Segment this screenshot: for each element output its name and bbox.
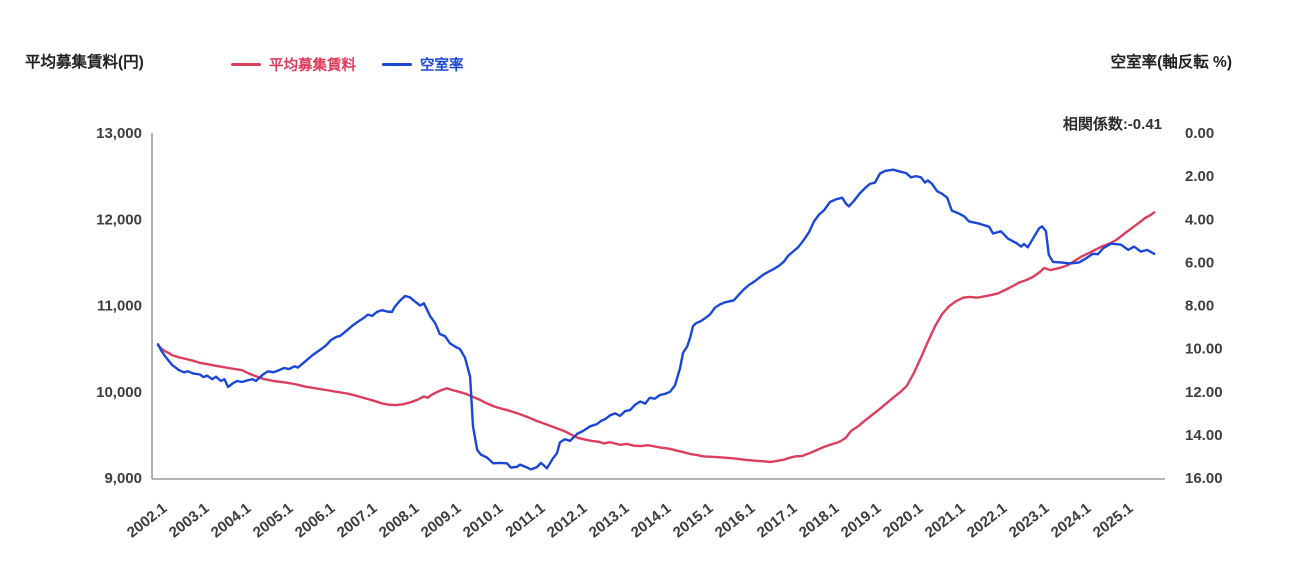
x-axis-tick-label: 2018.1 bbox=[796, 500, 843, 542]
x-axis-tick-label: 2009.1 bbox=[418, 500, 465, 542]
x-axis-tick-label: 2024.1 bbox=[1048, 500, 1095, 542]
right-axis-tick-label: 4.00 bbox=[1185, 211, 1214, 228]
x-axis-tick-label: 2017.1 bbox=[754, 500, 801, 542]
x-axis-tick-label: 2019.1 bbox=[838, 500, 885, 542]
right-axis-tick-label: 2.00 bbox=[1185, 168, 1214, 185]
right-axis-tick-label: 12.00 bbox=[1185, 384, 1223, 401]
x-axis-tick-label: 2013.1 bbox=[586, 500, 633, 542]
vacancy-legend-label: 空室率 bbox=[420, 58, 464, 74]
rent-line bbox=[156, 211, 1156, 464]
x-axis-tick-label: 2016.1 bbox=[712, 500, 759, 542]
right-axis-tick-label: 6.00 bbox=[1185, 254, 1214, 271]
x-axis-tick-label: 2006.1 bbox=[292, 500, 339, 542]
x-axis-tick-label: 2015.1 bbox=[670, 500, 717, 542]
left-axis-tick-label: 11,000 bbox=[97, 298, 142, 315]
left-axis-tick-label: 9,000 bbox=[104, 470, 142, 487]
right-axis-tick-label: 0.00 bbox=[1185, 125, 1214, 142]
legend-item-rent: 平均募集賃料 bbox=[231, 54, 356, 75]
x-axis-tick-label: 2005.1 bbox=[250, 500, 297, 542]
correlation-annotation: 相関係数:-0.41 bbox=[1062, 116, 1162, 133]
right-axis-tick-label: 14.00 bbox=[1185, 427, 1223, 444]
right-axis-tick-label: 16.00 bbox=[1185, 470, 1223, 487]
left-axis-title: 平均募集賃料(円) bbox=[25, 54, 144, 71]
left-axis-tick-label: 10,000 bbox=[96, 384, 142, 401]
x-axis-tick-label: 2008.1 bbox=[376, 500, 423, 542]
x-axis-tick-label: 2007.1 bbox=[334, 500, 381, 542]
vacancy-line bbox=[156, 168, 1156, 471]
x-axis-tick-label: 2011.1 bbox=[502, 500, 548, 541]
legend-item-vacancy: 空室率 bbox=[382, 54, 464, 75]
x-axis-tick-label: 2010.1 bbox=[460, 500, 507, 542]
left-axis-tick-label: 13,000 bbox=[96, 125, 142, 142]
rent-line-swatch-icon bbox=[231, 63, 261, 66]
x-axis-tick-label: 2025.1 bbox=[1090, 500, 1137, 542]
x-axis-tick-label: 2002.1 bbox=[124, 500, 171, 542]
x-axis-tick-label: 2020.1 bbox=[880, 500, 927, 542]
right-axis-tick-label: 10.00 bbox=[1185, 341, 1223, 358]
rent-legend-label: 平均募集賃料 bbox=[269, 58, 356, 74]
x-axis-tick-label: 2014.1 bbox=[628, 500, 675, 542]
right-axis-tick-label: 8.00 bbox=[1185, 298, 1214, 315]
x-axis-tick-label: 2012.1 bbox=[544, 500, 591, 542]
legend: 平均募集賃料 空室率 bbox=[231, 54, 464, 75]
x-axis-tick-label: 2023.1 bbox=[1006, 500, 1053, 542]
left-axis-tick-label: 12,000 bbox=[96, 211, 142, 228]
x-axis-tick-label: 2022.1 bbox=[964, 500, 1011, 542]
right-axis-title: 空室率(軸反転 %) bbox=[1110, 54, 1232, 71]
x-axis-tick-label: 2003.1 bbox=[166, 500, 213, 542]
x-axis-tick-label: 2004.1 bbox=[208, 500, 255, 542]
vacancy-line-swatch-icon bbox=[382, 63, 412, 66]
x-axis-tick-label: 2021.1 bbox=[922, 500, 969, 542]
